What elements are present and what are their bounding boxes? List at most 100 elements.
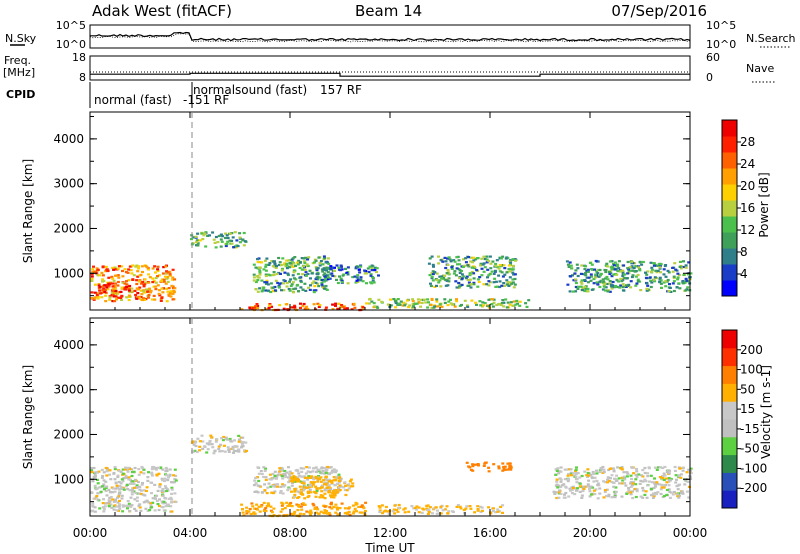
velocity-cell [120,478,124,481]
velocity-cell [94,475,97,478]
power-cell [488,273,492,276]
velocity-cell [595,469,598,472]
power-cell [483,302,487,305]
power-cell [303,282,307,285]
power-cell [684,264,688,267]
velocity-cell [323,492,327,495]
power-cell [153,298,157,301]
power-cell [120,286,124,289]
velocity-cell [256,466,260,469]
freq-left-tick-top: 18 [72,51,86,64]
power-cell [488,255,492,258]
power-cell [291,257,295,260]
velocity-cell [163,485,167,488]
power-cell [508,276,512,279]
velocity-cell [290,484,294,487]
power-cell [120,295,124,298]
power-cell [321,285,325,288]
velocity-cell [146,479,150,482]
power-cell [116,280,120,284]
power-cell [90,291,94,294]
velocity-cell [587,479,591,482]
power-cell [271,286,275,289]
power-cell [154,285,158,288]
velocity-cell [313,467,317,470]
power-cell [201,238,205,241]
power-cell [156,265,160,268]
velocity-cell [108,469,112,472]
power-cell [458,271,462,274]
velocity-cell [668,490,672,493]
velocity-cell [170,492,174,495]
velocity-cell [619,467,623,470]
velocity-cell [311,502,315,505]
velocity-cell [130,474,134,478]
power-cell [308,288,312,291]
velocity-colorbar-swatch [722,454,737,473]
velocity-cell [152,465,156,469]
velocity-cell [344,493,348,497]
velocity-cell [415,505,419,508]
velocity-cell [158,504,161,508]
power-cell [664,264,668,267]
power-cell [634,284,638,287]
freq-left-tick-bottom: 8 [79,71,86,84]
power-cell [474,258,477,261]
cpid-mode-2-id: 157 RF [320,83,362,97]
power-cell [398,303,401,306]
velocity-cell [465,505,469,508]
noise-right-label: N.Search [746,32,796,45]
power-colorbar-swatch [722,184,737,201]
velocity-cell [170,486,174,489]
velocity-cell [578,476,582,479]
velocity-cell [264,509,268,513]
x-tick-label: 00:00 [73,526,108,540]
power-cell [159,298,163,301]
power-cell [649,285,653,289]
power-cell [171,276,175,279]
velocity-cell [317,475,321,478]
velocity-cell [132,486,136,489]
power-cell [134,293,138,297]
power-cell [505,279,509,282]
power-cell [90,297,94,300]
power-cell [460,283,464,286]
velocity-cell [558,470,562,473]
power-cell [282,279,286,282]
power-cell [574,281,578,285]
velocity-ylabel: Slant Range [km] [21,365,35,469]
velocity-cell [630,477,633,481]
velocity-cell [286,504,290,507]
power-cell [590,268,594,271]
velocity-cell [337,485,341,489]
velocity-cell [283,469,287,473]
velocity-cell [426,508,430,511]
power-cell [392,298,396,301]
power-cell [291,265,295,268]
power-cell [100,296,104,299]
velocity-cell [681,469,685,472]
power-cell [586,287,590,290]
velocity-cell [571,472,575,475]
velocity-cell [575,472,578,475]
velocity-cell [254,482,258,485]
cpid-panel: CPID normal (fast) -151 RF normalsound (… [6,82,362,108]
velocity-colorbar-swatch [722,472,737,491]
velocity-cell [235,445,239,448]
power-cell [497,267,501,270]
velocity-cell [105,470,109,473]
velocity-cell [115,509,119,512]
power-cell [135,282,139,286]
velocity-cell [155,499,159,502]
power-cell [173,278,177,281]
velocity-cell [616,466,620,469]
power-cell [106,269,110,273]
velocity-cell [469,507,473,510]
power-cell [286,273,290,277]
power-cell [626,272,630,275]
power-cell [321,270,325,273]
velocity-cell [156,489,160,492]
power-cell [648,276,652,279]
power-cell [133,289,137,292]
power-cell [228,232,232,235]
